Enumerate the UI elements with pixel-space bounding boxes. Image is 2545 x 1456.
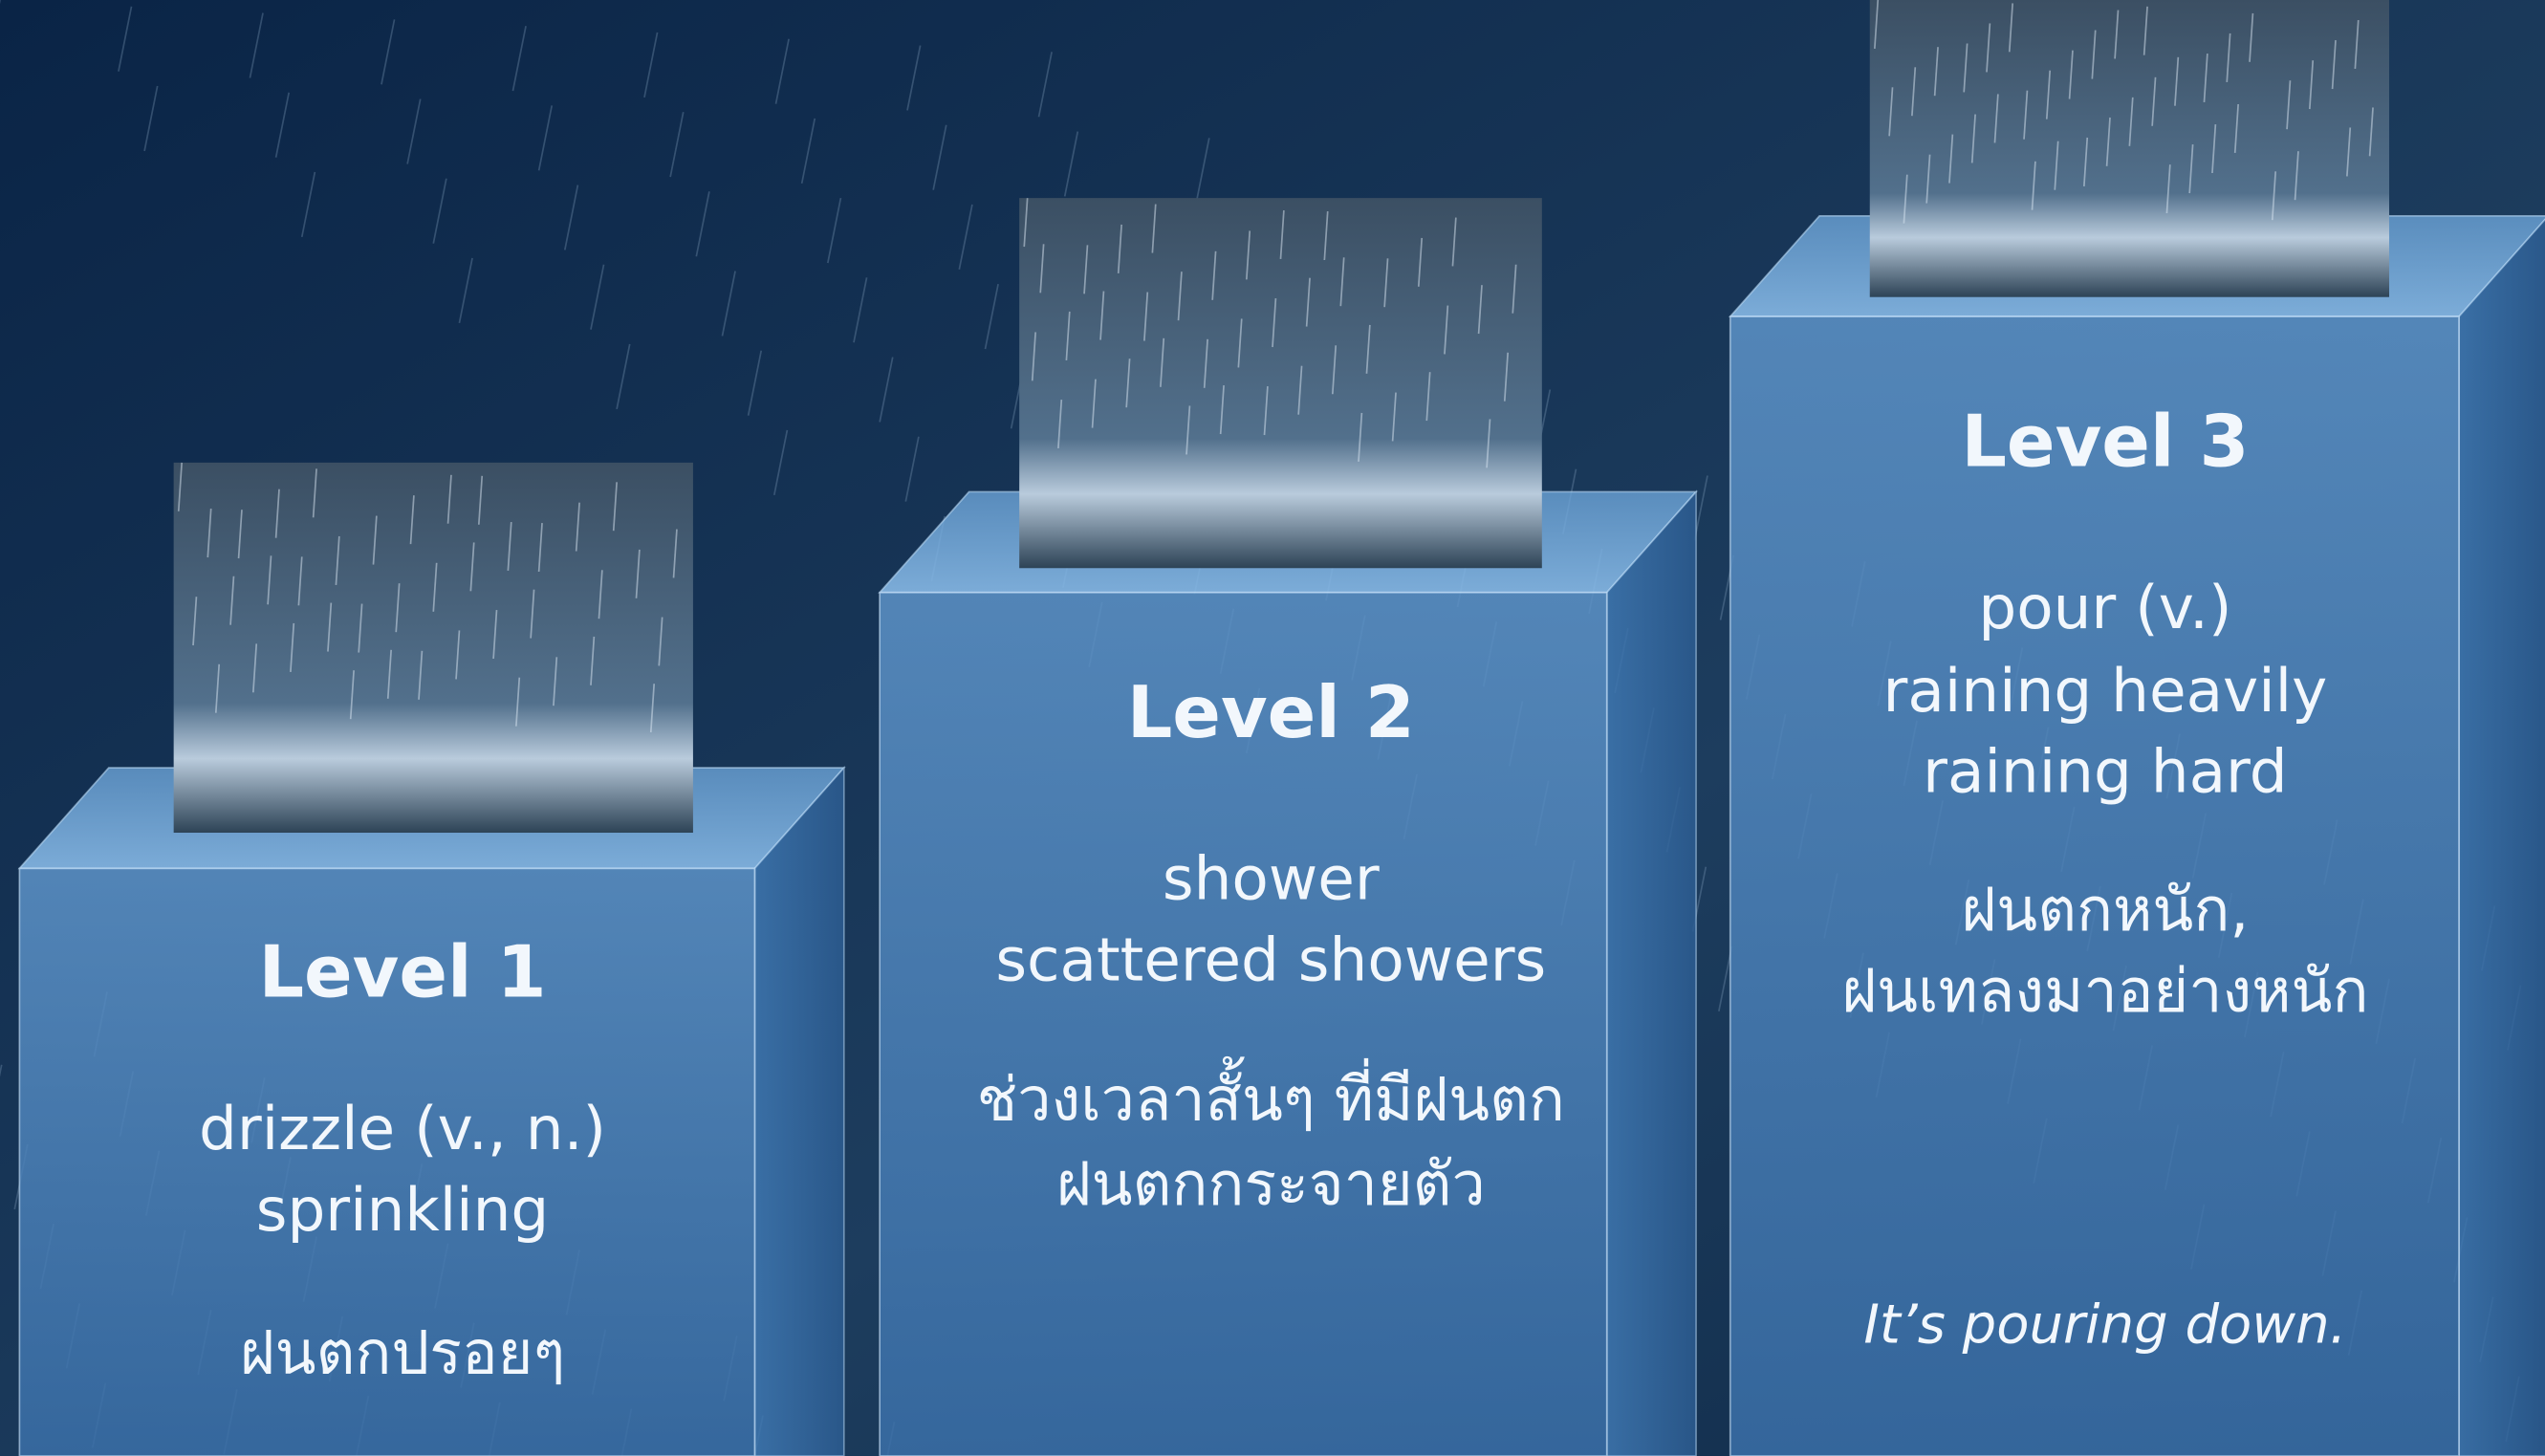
- thai-meaning: ช่วงเวลาสั้นๆ ที่มีฝนตก: [977, 1056, 1565, 1135]
- english-term: raining hard: [1923, 737, 2287, 807]
- english-term: scattered showers: [995, 925, 1546, 995]
- english-term: sprinkling: [256, 1175, 550, 1245]
- box-side: [1607, 491, 1696, 1456]
- thai-meaning: ฝนตกหนัก,: [1962, 875, 2250, 945]
- english-term: shower: [1163, 844, 1380, 914]
- example-sentence: It’s pouring down.: [1863, 1293, 2346, 1356]
- page: {"levels": [ {"label": "Level 1", "engli…: [0, 0, 2545, 1456]
- thai-meaning: ฝนตกกระจายตัว: [1056, 1149, 1486, 1219]
- box-side: [2459, 216, 2545, 1456]
- level-box: Level 3 pour (v.) raining heavily raining h…: [1730, 0, 2545, 1456]
- english-term: pour (v.): [1978, 573, 2231, 642]
- level-title: Level 2: [1127, 671, 1415, 754]
- level-title: Level 1: [258, 931, 546, 1014]
- english-term: drizzle (v., n.): [199, 1094, 606, 1163]
- rain-photo: [1870, 0, 2389, 297]
- thai-meaning: ฝนตกปรอยๆ: [240, 1318, 565, 1388]
- infographic: Level 1 drizzle (v., n.) sprinkling ฝนตกปรอ…: [0, 0, 2545, 1456]
- thai-meaning: ฝนเทลงมาอย่างหนัก: [1841, 956, 2368, 1026]
- english-term: raining heavily: [1883, 656, 2328, 726]
- box-side: [754, 768, 843, 1456]
- level-title: Level 3: [1961, 400, 2249, 483]
